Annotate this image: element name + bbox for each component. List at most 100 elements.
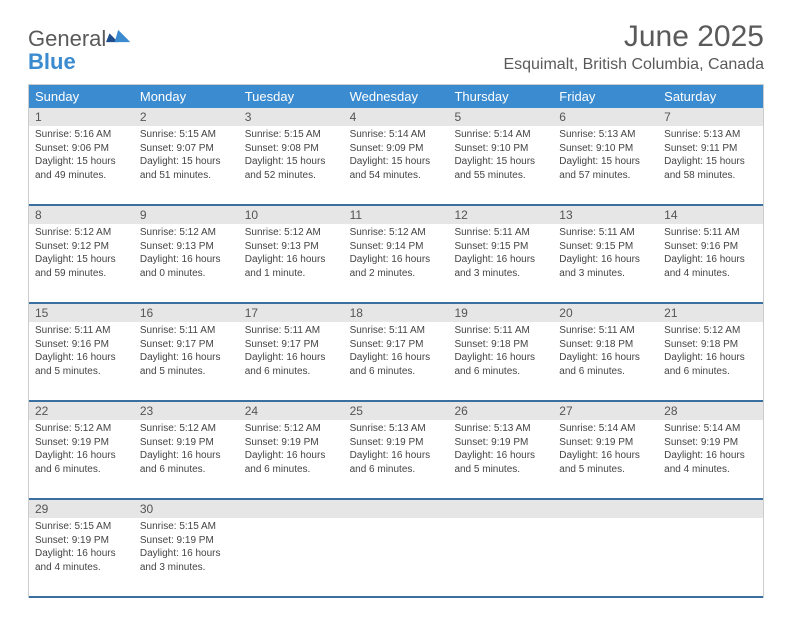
sunset-line: Sunset: 9:18 PM <box>454 338 547 352</box>
sunrise-line: Sunrise: 5:11 AM <box>559 226 652 240</box>
day-cell: Sunrise: 5:11 AMSunset: 9:17 PMDaylight:… <box>239 322 344 400</box>
daynum-row: 22232425262728 <box>29 402 763 420</box>
daylight-line: Daylight: 15 hours and 55 minutes. <box>454 155 547 182</box>
sunrise-line: Sunrise: 5:14 AM <box>350 128 443 142</box>
daylight-line: Daylight: 16 hours and 6 minutes. <box>140 449 233 476</box>
day-number <box>658 500 763 518</box>
day-cell: Sunrise: 5:11 AMSunset: 9:18 PMDaylight:… <box>448 322 553 400</box>
sunset-line: Sunset: 9:19 PM <box>35 436 128 450</box>
day-number: 10 <box>239 206 344 224</box>
sunrise-line: Sunrise: 5:12 AM <box>245 422 338 436</box>
logo-mark-icon <box>106 26 132 46</box>
sunrise-line: Sunrise: 5:11 AM <box>140 324 233 338</box>
day-number: 13 <box>553 206 658 224</box>
title-month: June 2025 <box>503 20 764 54</box>
daynum-row: 891011121314 <box>29 206 763 224</box>
day-number: 12 <box>448 206 553 224</box>
sunrise-line: Sunrise: 5:11 AM <box>454 324 547 338</box>
day-cell: Sunrise: 5:11 AMSunset: 9:15 PMDaylight:… <box>553 224 658 302</box>
sunset-line: Sunset: 9:19 PM <box>140 534 233 548</box>
daylight-line: Daylight: 16 hours and 6 minutes. <box>245 351 338 378</box>
day-cell: Sunrise: 5:12 AMSunset: 9:14 PMDaylight:… <box>344 224 449 302</box>
day-number: 23 <box>134 402 239 420</box>
sunrise-line: Sunrise: 5:13 AM <box>664 128 757 142</box>
daylight-line: Daylight: 16 hours and 0 minutes. <box>140 253 233 280</box>
day-cell: Sunrise: 5:11 AMSunset: 9:18 PMDaylight:… <box>553 322 658 400</box>
sunrise-line: Sunrise: 5:12 AM <box>245 226 338 240</box>
sunrise-line: Sunrise: 5:15 AM <box>140 128 233 142</box>
daynum-row: 15161718192021 <box>29 304 763 322</box>
sunset-line: Sunset: 9:19 PM <box>245 436 338 450</box>
day-cell: Sunrise: 5:15 AMSunset: 9:19 PMDaylight:… <box>134 518 239 596</box>
logo-word-general: General <box>28 26 106 51</box>
day-cell: Sunrise: 5:15 AMSunset: 9:08 PMDaylight:… <box>239 126 344 204</box>
sunset-line: Sunset: 9:15 PM <box>559 240 652 254</box>
day-number: 1 <box>29 108 134 126</box>
day-number: 29 <box>29 500 134 518</box>
sunset-line: Sunset: 9:19 PM <box>140 436 233 450</box>
logo: General Blue <box>28 26 132 74</box>
daylight-line: Daylight: 16 hours and 5 minutes. <box>559 449 652 476</box>
sunset-line: Sunset: 9:16 PM <box>664 240 757 254</box>
daylight-line: Daylight: 16 hours and 6 minutes. <box>35 449 128 476</box>
day-number: 5 <box>448 108 553 126</box>
sunset-line: Sunset: 9:19 PM <box>350 436 443 450</box>
sunset-line: Sunset: 9:07 PM <box>140 142 233 156</box>
daylight-line: Daylight: 16 hours and 6 minutes. <box>245 449 338 476</box>
day-cell: Sunrise: 5:14 AMSunset: 9:10 PMDaylight:… <box>448 126 553 204</box>
day-number: 25 <box>344 402 449 420</box>
day-number: 2 <box>134 108 239 126</box>
header: General Blue June 2025 Esquimalt, Britis… <box>28 20 764 74</box>
day-number: 17 <box>239 304 344 322</box>
title-location: Esquimalt, British Columbia, Canada <box>503 56 764 74</box>
sunrise-line: Sunrise: 5:11 AM <box>245 324 338 338</box>
day-cell: Sunrise: 5:12 AMSunset: 9:19 PMDaylight:… <box>239 420 344 498</box>
daylight-line: Daylight: 16 hours and 6 minutes. <box>350 351 443 378</box>
sunset-line: Sunset: 9:11 PM <box>664 142 757 156</box>
daylight-line: Daylight: 16 hours and 4 minutes. <box>664 449 757 476</box>
day-number: 20 <box>553 304 658 322</box>
day-number: 4 <box>344 108 449 126</box>
sunrise-line: Sunrise: 5:15 AM <box>140 520 233 534</box>
week-row: Sunrise: 5:12 AMSunset: 9:19 PMDaylight:… <box>29 420 763 500</box>
title-block: June 2025 Esquimalt, British Columbia, C… <box>503 20 764 74</box>
week-row: Sunrise: 5:12 AMSunset: 9:12 PMDaylight:… <box>29 224 763 304</box>
daylight-line: Daylight: 16 hours and 6 minutes. <box>350 449 443 476</box>
sunset-line: Sunset: 9:19 PM <box>664 436 757 450</box>
day-number: 18 <box>344 304 449 322</box>
day-cell: Sunrise: 5:11 AMSunset: 9:16 PMDaylight:… <box>658 224 763 302</box>
daylight-line: Daylight: 16 hours and 4 minutes. <box>664 253 757 280</box>
daynum-row: 1234567 <box>29 108 763 126</box>
daylight-line: Daylight: 16 hours and 5 minutes. <box>35 351 128 378</box>
day-cell <box>658 518 763 596</box>
daylight-line: Daylight: 16 hours and 3 minutes. <box>454 253 547 280</box>
sunset-line: Sunset: 9:18 PM <box>664 338 757 352</box>
day-cell: Sunrise: 5:12 AMSunset: 9:13 PMDaylight:… <box>239 224 344 302</box>
sunset-line: Sunset: 9:17 PM <box>140 338 233 352</box>
sunset-line: Sunset: 9:17 PM <box>245 338 338 352</box>
sunset-line: Sunset: 9:18 PM <box>559 338 652 352</box>
sunset-line: Sunset: 9:09 PM <box>350 142 443 156</box>
day-number <box>553 500 658 518</box>
sunset-line: Sunset: 9:19 PM <box>35 534 128 548</box>
daylight-line: Daylight: 16 hours and 3 minutes. <box>559 253 652 280</box>
day-cell: Sunrise: 5:14 AMSunset: 9:19 PMDaylight:… <box>658 420 763 498</box>
daylight-line: Daylight: 15 hours and 52 minutes. <box>245 155 338 182</box>
sunset-line: Sunset: 9:17 PM <box>350 338 443 352</box>
day-number <box>448 500 553 518</box>
day-number: 22 <box>29 402 134 420</box>
day-cell: Sunrise: 5:11 AMSunset: 9:15 PMDaylight:… <box>448 224 553 302</box>
sunrise-line: Sunrise: 5:15 AM <box>245 128 338 142</box>
day-cell: Sunrise: 5:15 AMSunset: 9:19 PMDaylight:… <box>29 518 134 596</box>
sunrise-line: Sunrise: 5:11 AM <box>454 226 547 240</box>
logo-text: General Blue <box>28 26 132 74</box>
daylight-line: Daylight: 16 hours and 5 minutes. <box>140 351 233 378</box>
week-row: Sunrise: 5:15 AMSunset: 9:19 PMDaylight:… <box>29 518 763 598</box>
sunrise-line: Sunrise: 5:12 AM <box>140 422 233 436</box>
sunrise-line: Sunrise: 5:12 AM <box>664 324 757 338</box>
day-number: 15 <box>29 304 134 322</box>
logo-word-blue: Blue <box>28 49 76 74</box>
day-number <box>239 500 344 518</box>
sunrise-line: Sunrise: 5:12 AM <box>35 422 128 436</box>
week-row: Sunrise: 5:11 AMSunset: 9:16 PMDaylight:… <box>29 322 763 402</box>
